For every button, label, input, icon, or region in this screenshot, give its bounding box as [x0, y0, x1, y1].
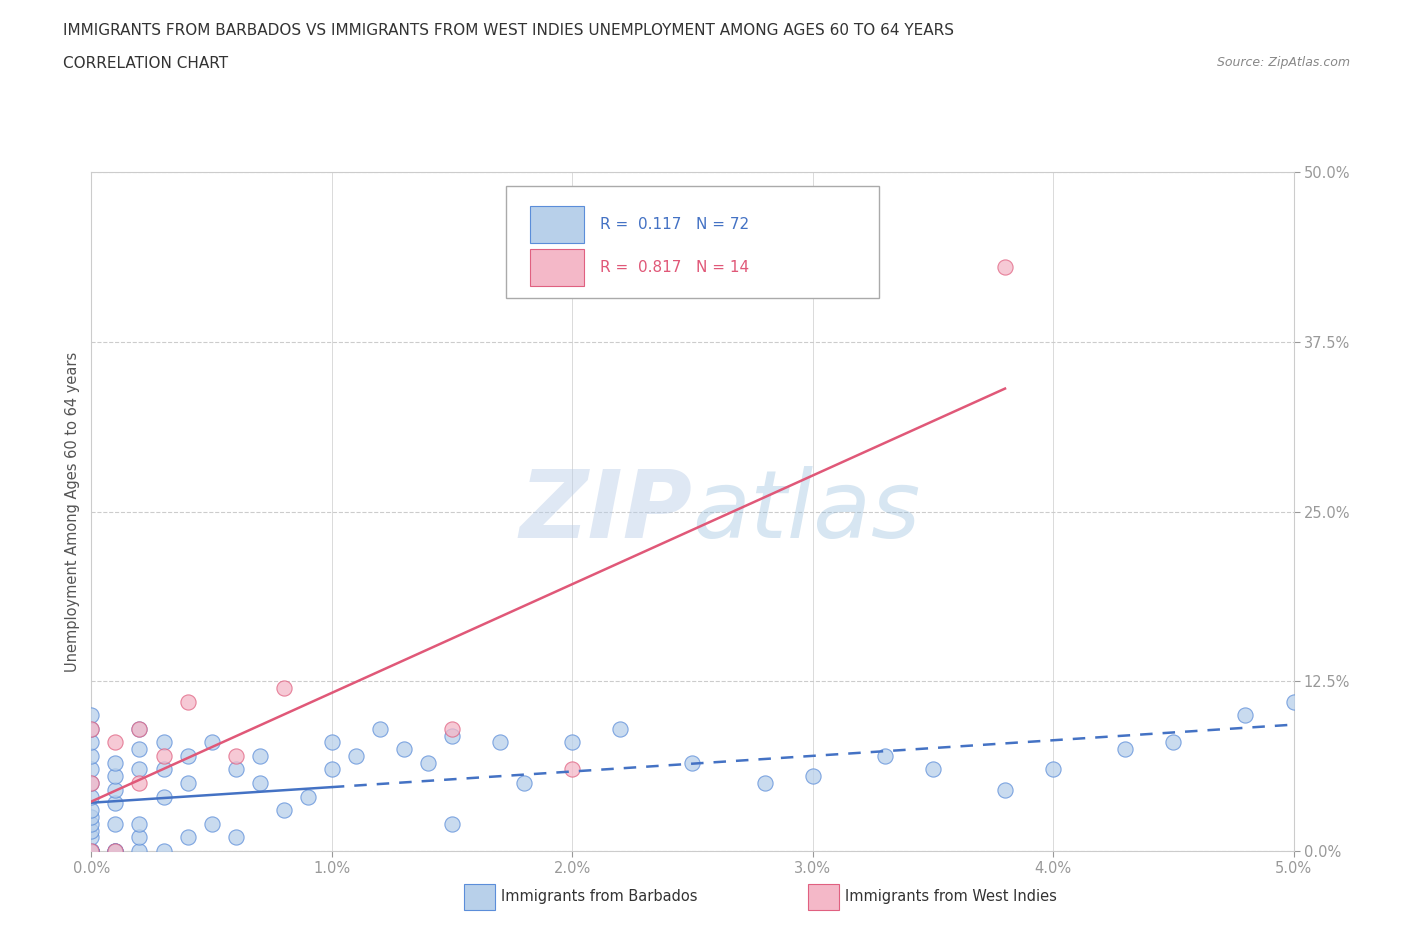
- Point: [80, 844, 103, 858]
- Text: IMMIGRANTS FROM BARBADOS VS IMMIGRANTS FROM WEST INDIES UNEMPLOYMENT AMONG AGES : IMMIGRANTS FROM BARBADOS VS IMMIGRANTS F…: [63, 23, 955, 38]
- Point: [80, 790, 103, 804]
- Point: [225, 749, 247, 764]
- Text: Immigrants from Barbados: Immigrants from Barbados: [501, 889, 697, 904]
- Point: [152, 790, 174, 804]
- Point: [128, 776, 150, 790]
- Point: [104, 755, 127, 770]
- Point: [1161, 735, 1184, 750]
- Point: [249, 776, 271, 790]
- Point: [440, 817, 463, 831]
- Point: [104, 844, 127, 858]
- Point: [440, 722, 463, 737]
- Point: [80, 844, 103, 858]
- Point: [1282, 694, 1305, 709]
- Point: [80, 844, 103, 858]
- Point: [273, 681, 295, 696]
- Point: [80, 817, 103, 831]
- Point: [513, 776, 536, 790]
- Bar: [530, 206, 585, 244]
- Point: [561, 762, 583, 777]
- Point: [80, 844, 103, 858]
- Point: [104, 735, 127, 750]
- Point: [440, 728, 463, 743]
- Point: [297, 790, 319, 804]
- Point: [80, 844, 103, 858]
- Point: [321, 762, 343, 777]
- Point: [681, 755, 703, 770]
- Point: [128, 722, 150, 737]
- Point: [873, 749, 896, 764]
- Point: [80, 844, 103, 858]
- Point: [104, 769, 127, 784]
- Point: [152, 844, 174, 858]
- Point: [80, 823, 103, 838]
- Point: [104, 782, 127, 797]
- Text: Source: ZipAtlas.com: Source: ZipAtlas.com: [1216, 56, 1350, 69]
- Point: [754, 776, 776, 790]
- Point: [128, 830, 150, 844]
- Point: [80, 762, 103, 777]
- Text: ZIP: ZIP: [520, 466, 692, 557]
- Point: [201, 817, 224, 831]
- Point: [225, 830, 247, 844]
- Point: [80, 722, 103, 737]
- Point: [104, 796, 127, 811]
- Point: [80, 803, 103, 817]
- Point: [104, 844, 127, 858]
- Point: [994, 259, 1017, 274]
- Point: [416, 755, 439, 770]
- Point: [80, 844, 103, 858]
- Point: [801, 769, 824, 784]
- Text: R =  0.117   N = 72: R = 0.117 N = 72: [600, 217, 749, 232]
- Point: [1042, 762, 1064, 777]
- Point: [80, 844, 103, 858]
- Point: [80, 830, 103, 844]
- Point: [80, 776, 103, 790]
- Point: [80, 776, 103, 790]
- Point: [80, 844, 103, 858]
- Point: [273, 803, 295, 817]
- Point: [80, 809, 103, 825]
- Text: R =  0.817   N = 14: R = 0.817 N = 14: [600, 259, 749, 274]
- Point: [1114, 742, 1136, 757]
- Point: [128, 817, 150, 831]
- Text: atlas: atlas: [692, 466, 921, 557]
- FancyBboxPatch shape: [506, 186, 879, 298]
- Point: [152, 749, 174, 764]
- Point: [201, 735, 224, 750]
- Point: [249, 749, 271, 764]
- Point: [609, 722, 631, 737]
- Point: [344, 749, 367, 764]
- Point: [922, 762, 945, 777]
- Point: [368, 722, 391, 737]
- Point: [176, 776, 198, 790]
- Point: [128, 762, 150, 777]
- Point: [80, 722, 103, 737]
- Point: [561, 735, 583, 750]
- Point: [994, 782, 1017, 797]
- Point: [392, 742, 415, 757]
- Point: [1234, 708, 1257, 723]
- Point: [80, 735, 103, 750]
- Point: [128, 844, 150, 858]
- Point: [80, 708, 103, 723]
- Point: [104, 844, 127, 858]
- Point: [152, 735, 174, 750]
- Point: [176, 749, 198, 764]
- Point: [104, 817, 127, 831]
- Point: [104, 844, 127, 858]
- Point: [128, 722, 150, 737]
- Point: [225, 762, 247, 777]
- Point: [128, 742, 150, 757]
- Y-axis label: Unemployment Among Ages 60 to 64 years: Unemployment Among Ages 60 to 64 years: [65, 352, 80, 671]
- Text: Immigrants from West Indies: Immigrants from West Indies: [845, 889, 1057, 904]
- Point: [176, 830, 198, 844]
- Text: CORRELATION CHART: CORRELATION CHART: [63, 56, 228, 71]
- Point: [489, 735, 512, 750]
- Point: [152, 762, 174, 777]
- Bar: [530, 248, 585, 286]
- Point: [176, 694, 198, 709]
- Point: [321, 735, 343, 750]
- Point: [80, 749, 103, 764]
